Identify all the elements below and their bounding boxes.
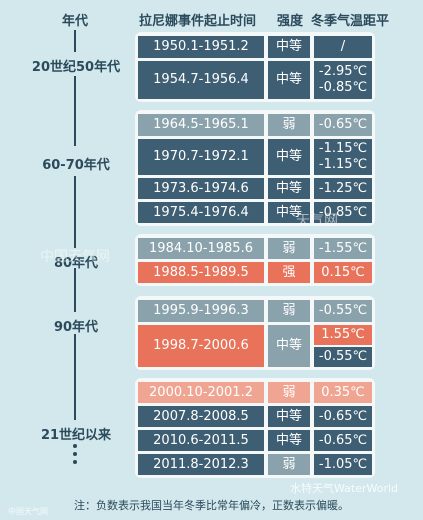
era-label-1960s-70s: 60-70年代 [42,158,110,173]
era-label-1950s: 20世纪50年代 [31,60,121,75]
period-cell: 1998.7-2000.6 [138,325,264,367]
watermark-credit: 水特天气WaterWorld [290,482,399,495]
period-cell: 1984.10-1985.6 [138,238,264,259]
temp-cell: -1.15℃ -1.15℃ [314,139,372,175]
period-cell: 1964.5-1965.1 [138,114,264,136]
temp-cell: -0.65℃ [314,114,372,136]
period-cell: 2011.8-2012.3 [138,454,264,475]
temp-cell: -1.25℃ [314,178,372,199]
era-label-1990s: 90年代 [53,320,99,335]
period-cell: 2000.10-2001.2 [138,382,264,403]
ellipsis-dot [73,444,77,448]
strength-cell: 中等 [268,202,310,223]
header-era: 年代 [61,14,88,29]
period-cell: 1995.9-1996.3 [138,300,264,322]
ellipsis-dot [73,452,77,456]
temp-cell: -0.65℃ [314,406,372,427]
temp-cell: -0.55℃ [314,300,372,322]
strength-cell: 中等 [268,430,310,451]
timeline-2 [74,176,76,248]
era-label-21st-century: 21世纪以来 [40,428,112,443]
period-cell: 1950.1-1951.2 [138,36,264,58]
period-cell: 2007.8-2008.5 [138,406,264,427]
strength-cell: 弱 [268,454,310,475]
timeline-top [74,30,76,52]
strength-cell: 中等 [268,325,310,367]
strength-cell: 弱 [268,382,310,403]
temp-cell: -1.05℃ [314,454,372,475]
footnote: 注：负数表示我国当年冬季比常年偏冷，正数表示偏暖。 [74,499,349,512]
period-cell: 1975.4-1976.4 [138,202,264,223]
temp-cell: -0.65℃ [314,430,372,451]
temp-cell: 0.35℃ [314,382,372,403]
strength-cell: 中等 [268,61,310,99]
temp-cell: -1.55℃ [314,238,372,259]
strength-cell: 强 [268,262,310,283]
watermark-left: 中国天气网 [40,249,110,265]
strength-cell: 弱 [268,238,310,259]
era-label-1980s: 80年代 [53,256,99,271]
strength-cell: 弱 [268,300,310,322]
temp-cell: -0.85℃ [314,202,372,223]
timeline-4 [74,334,76,420]
period-cell: 1970.7-1972.1 [138,139,264,175]
temp-cell-warm: 1.55℃ [314,325,372,345]
strength-cell: 中等 [268,139,310,175]
temp-cell: -2.95℃ -0.85℃ [314,61,372,99]
ellipsis-dot [73,460,77,464]
strength-cell: 中等 [268,36,310,58]
strength-cell: 中等 [268,178,310,199]
period-cell: 1988.5-1989.5 [138,262,264,283]
period-cell: 1973.6-1974.6 [138,178,264,199]
watermark-small: 中国天气网 [8,507,48,516]
strength-cell: 弱 [268,114,310,136]
temp-cell: / [314,36,372,58]
timeline-1 [74,76,76,146]
temp-cell-cold: -0.55℃ [314,347,372,367]
header-temp: 冬季气温距平 [310,14,389,29]
timeline-3 [74,268,76,312]
header-period: 拉尼娜事件起止时间 [138,14,256,29]
strength-cell: 中等 [268,406,310,427]
watermark-right: 天气网 [296,213,338,229]
period-cell: 2010.6-2011.5 [138,430,264,451]
header-strength: 强度 [276,14,303,29]
temp-cell: 0.15℃ [314,262,372,283]
period-cell: 1954.7-1956.4 [138,61,264,99]
